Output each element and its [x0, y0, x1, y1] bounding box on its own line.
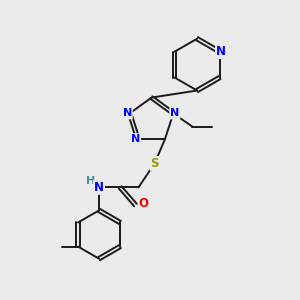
Text: N: N — [216, 45, 226, 58]
Text: H: H — [86, 176, 95, 186]
Text: N: N — [170, 109, 179, 118]
Text: O: O — [139, 197, 149, 210]
Text: N: N — [123, 109, 132, 118]
Text: N: N — [131, 134, 140, 144]
Text: S: S — [150, 157, 159, 170]
Text: N: N — [94, 181, 104, 194]
